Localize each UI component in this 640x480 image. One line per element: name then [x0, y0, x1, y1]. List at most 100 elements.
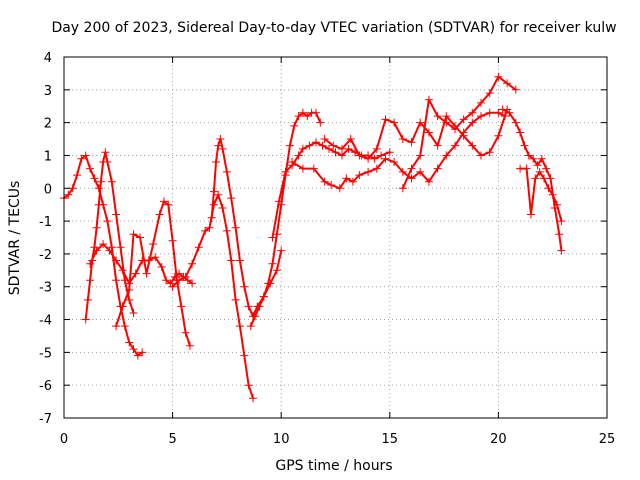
x-axis-label: GPS time / hours [275, 458, 392, 474]
data-point [216, 135, 225, 143]
data-point [498, 105, 507, 114]
data-point [485, 89, 494, 98]
data-point [86, 164, 95, 173]
series-arc-2 [81, 148, 138, 324]
data-point [244, 302, 253, 311]
data-point [125, 295, 134, 304]
data-point [398, 135, 407, 143]
data-point [177, 302, 186, 311]
data-point [159, 197, 168, 206]
y-tick-label: 0 [44, 182, 52, 197]
data-point [129, 309, 138, 317]
data-point [218, 204, 227, 212]
data-point [346, 135, 355, 143]
data-point [377, 151, 386, 160]
data-series-layer [60, 72, 566, 403]
data-point [94, 184, 103, 193]
data-point [529, 154, 538, 163]
grid-lines [64, 57, 607, 418]
data-point [162, 276, 171, 285]
data-point [81, 151, 90, 160]
data-point [235, 256, 244, 265]
data-point [535, 167, 544, 176]
x-tick-label: 15 [382, 432, 399, 447]
series-arc-5 [168, 190, 257, 403]
data-point [231, 295, 240, 304]
data-point [149, 240, 158, 249]
data-point [259, 292, 268, 301]
data-point [364, 167, 373, 176]
data-point [433, 112, 442, 121]
data-point [544, 184, 553, 193]
data-point [477, 112, 485, 121]
data-point [264, 279, 273, 288]
data-point [364, 154, 373, 163]
data-point [268, 233, 277, 242]
series-arc-8 [268, 138, 394, 242]
data-point [64, 190, 73, 199]
data-point [240, 282, 249, 291]
data-point [557, 246, 566, 255]
data-point [305, 141, 314, 150]
data-point [298, 164, 307, 173]
data-point [407, 164, 416, 173]
data-point [407, 138, 416, 147]
data-point [557, 217, 566, 226]
data-point [485, 108, 494, 117]
data-point [277, 246, 286, 255]
data-point [118, 266, 127, 275]
chart-title: Day 200 of 2023, Sidereal Day-to-day VTE… [51, 20, 616, 36]
data-point [451, 141, 459, 150]
data-point [94, 200, 103, 209]
data-point [505, 108, 514, 117]
data-point [537, 154, 546, 163]
data-point [320, 177, 329, 186]
data-point [390, 158, 399, 166]
data-point [96, 177, 105, 186]
data-point [131, 269, 140, 278]
data-point [355, 151, 364, 160]
data-point [451, 125, 459, 134]
data-point [99, 240, 108, 249]
series-trace [210, 138, 283, 318]
x-tick-label: 20 [490, 432, 507, 447]
data-point [157, 263, 166, 271]
series-arc-12 [498, 105, 566, 255]
data-point [553, 200, 561, 209]
series-trace [501, 108, 563, 252]
data-point [209, 187, 218, 196]
y-tick-label: -3 [39, 281, 52, 296]
data-point [272, 266, 281, 275]
data-point [181, 328, 190, 337]
data-point [133, 351, 142, 360]
data-point [138, 348, 147, 357]
data-point [522, 164, 531, 173]
data-point [268, 259, 277, 268]
data-point [298, 144, 307, 153]
x-tick-label: 25 [599, 432, 616, 447]
data-point [194, 243, 203, 252]
data-point [494, 108, 503, 117]
data-point [433, 164, 442, 173]
data-point [477, 151, 485, 160]
data-point [92, 246, 101, 255]
data-point [105, 246, 114, 255]
data-point [381, 154, 390, 163]
x-tick-labels: 0 5 10 15 20 25 [60, 432, 615, 447]
data-point [112, 276, 121, 285]
data-point [290, 121, 299, 130]
data-point [81, 315, 90, 324]
data-point [118, 302, 127, 311]
y-tick-label: -6 [39, 379, 52, 394]
data-point [511, 85, 520, 94]
y-tick-label: 1 [44, 149, 52, 164]
series-trace [291, 111, 506, 190]
data-point [459, 115, 468, 124]
data-point [294, 112, 303, 121]
data-point [527, 210, 535, 219]
data-point [240, 351, 249, 360]
data-point [86, 259, 95, 268]
data-point [201, 226, 210, 235]
data-point [320, 135, 329, 143]
data-point [90, 174, 99, 183]
